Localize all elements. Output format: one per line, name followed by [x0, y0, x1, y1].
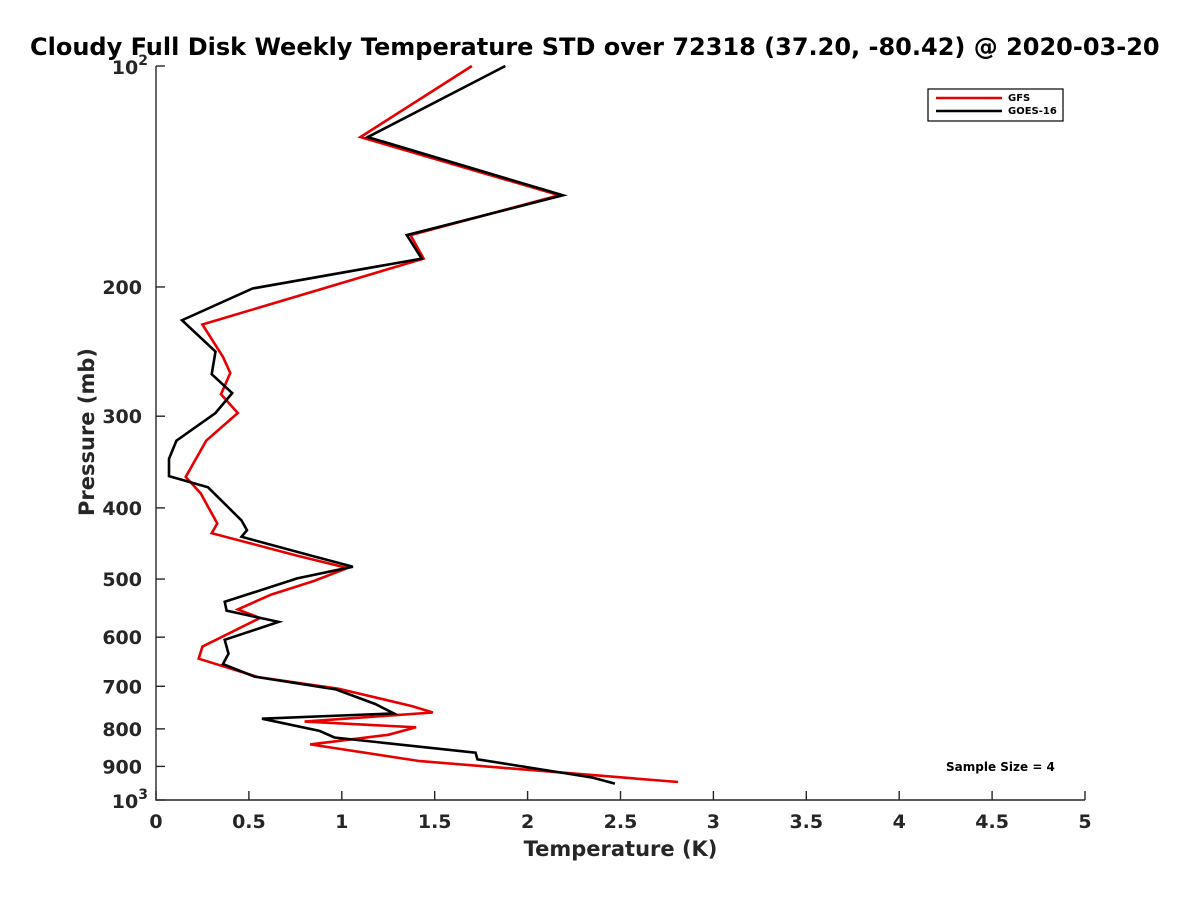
y-tick-label: 400	[102, 498, 142, 520]
chart-title: Cloudy Full Disk Weekly Temperature STD …	[30, 33, 1160, 61]
y-tick-label: 200	[102, 277, 142, 299]
x-tick-label: 3.5	[789, 811, 823, 833]
x-tick-label: 2.5	[604, 811, 638, 833]
y-tick-label: 102	[112, 53, 148, 79]
y-tick-label: 300	[102, 406, 142, 428]
y-tick-label: 600	[102, 627, 142, 649]
x-tick-label: 2	[521, 811, 534, 833]
legend-label-goes16: GOES-16	[1008, 106, 1057, 117]
x-axis-label: Temperature (K)	[524, 837, 718, 861]
x-tick-label: 4	[893, 811, 906, 833]
series-layer	[167, 64, 679, 785]
x-tick-label: 0.5	[232, 811, 266, 833]
x-tick-label: 1	[335, 811, 348, 833]
y-tick-label: 103	[112, 787, 148, 813]
sample-size-annotation: Sample Size = 4	[946, 760, 1055, 774]
legend-box	[927, 88, 1064, 122]
tick-layer: 0 0.5 1 1.5 2 2.5 3 3.5 4 4.5 5 200 300 400 500 600 700 8…	[102, 53, 1091, 833]
legend[interactable]: GFS GOES-16	[927, 88, 1064, 122]
x-tick-label: 5	[1078, 811, 1091, 833]
x-tick-label: 4.5	[975, 811, 1009, 833]
series-line-goes16	[167, 64, 616, 785]
x-tick-label: 0	[149, 811, 162, 833]
plot-area	[155, 64, 1085, 801]
axes-frame	[155, 66, 1085, 801]
x-tick-label: 3	[707, 811, 720, 833]
y-axis-label: Pressure (mb)	[75, 348, 99, 516]
y-tick-label: 700	[102, 676, 142, 698]
series-line-gfs	[184, 64, 679, 784]
y-tick-label: 500	[102, 569, 142, 591]
y-tick-label: 800	[102, 719, 142, 741]
x-tick-label: 1.5	[418, 811, 452, 833]
y-tick-label: 900	[102, 756, 142, 778]
legend-label-gfs: GFS	[1008, 93, 1030, 104]
